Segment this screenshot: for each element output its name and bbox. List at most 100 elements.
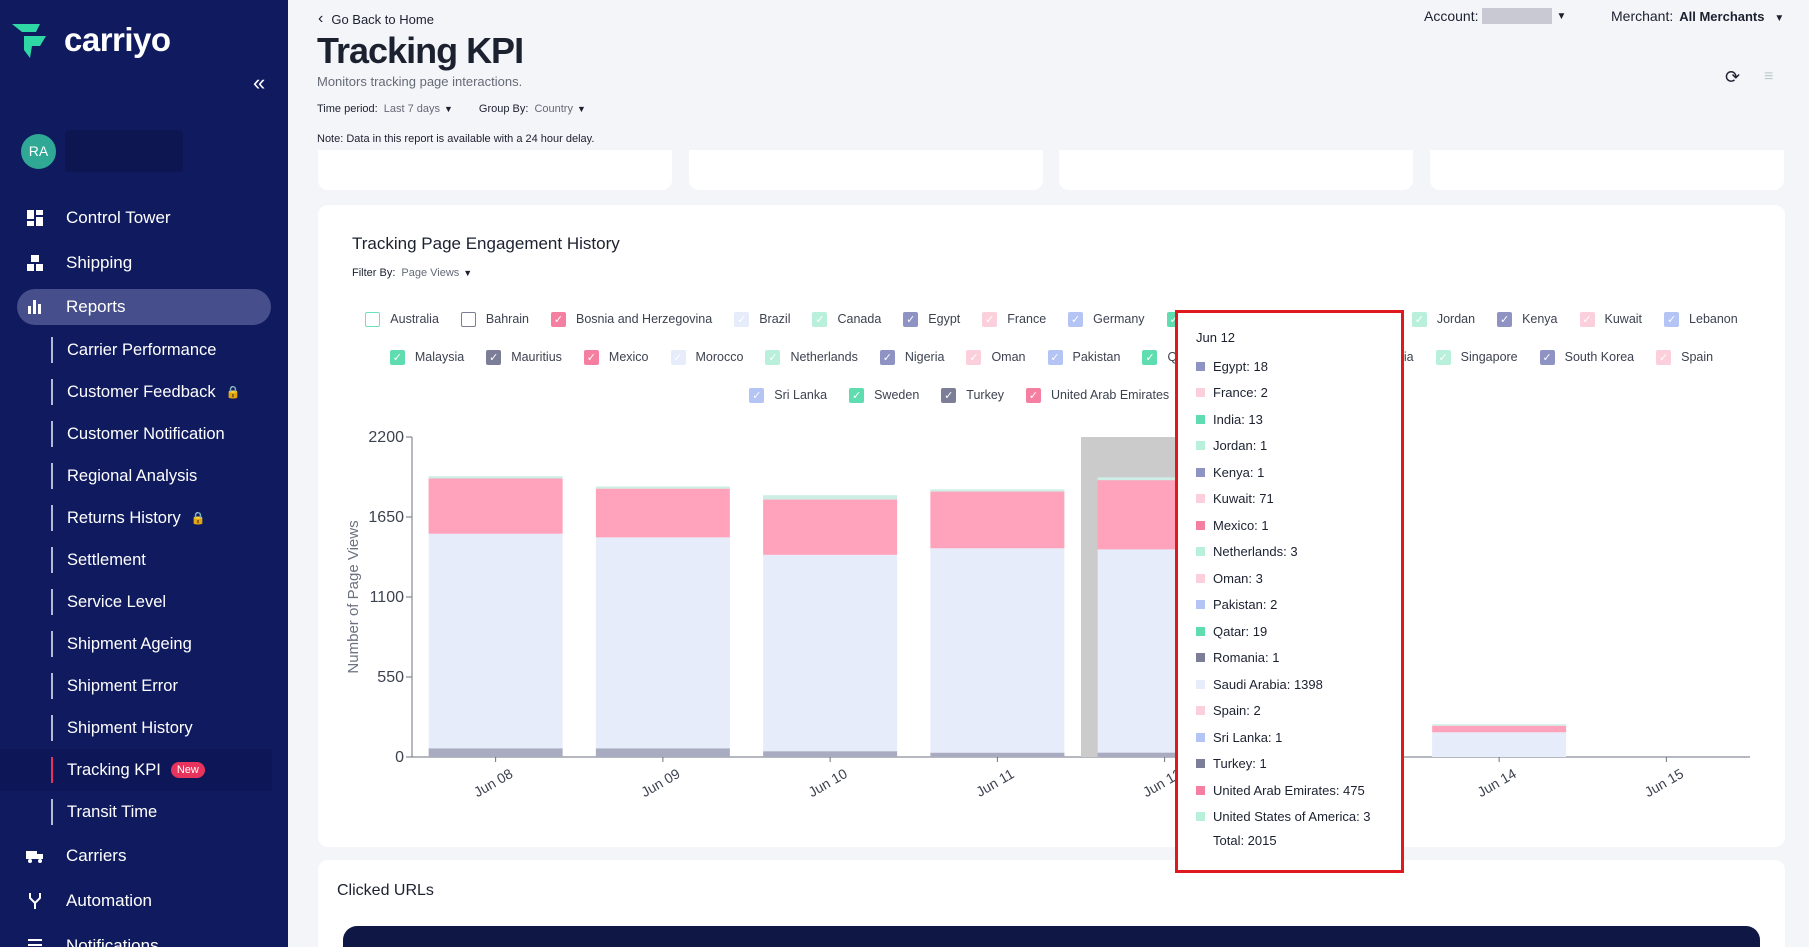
legend-item[interactable]: ✓ Sweden: [849, 387, 919, 403]
legend-item[interactable]: ✓ Mexico: [583, 349, 649, 365]
legend-item[interactable]: ✓ Nigeria: [879, 349, 944, 365]
legend-item[interactable]: ✓ Brazil: [734, 311, 790, 327]
legend-item[interactable]: ✓ Morocco: [670, 349, 743, 365]
checkbox-unchecked-icon[interactable]: [365, 311, 381, 327]
checkbox-checked-icon[interactable]: ✓: [1435, 349, 1451, 365]
legend-item[interactable]: ✓ South Korea: [1539, 349, 1634, 365]
tooltip-item: Kenya: 1: [1196, 459, 1371, 486]
checkbox-checked-icon[interactable]: ✓: [583, 349, 599, 365]
checkbox-checked-icon[interactable]: ✓: [1068, 311, 1084, 327]
legend-item[interactable]: ✓ Germany: [1068, 311, 1145, 327]
account-selector[interactable]: Account: ▼: [1424, 8, 1566, 24]
tooltip-item: United States of America: 3: [1196, 804, 1371, 831]
truck-icon: [26, 847, 44, 865]
sidebar-nav: Control Tower Shipping Reports Carrier P…: [0, 195, 288, 947]
x-tick-label: Jun 10: [805, 765, 850, 800]
sidebar-sub-service-level[interactable]: Service Level: [0, 581, 288, 623]
filter-by-dropdown[interactable]: Filter By: Page Views ▼: [352, 267, 472, 279]
sidebar-item-shipping[interactable]: Shipping: [0, 240, 288, 285]
checkbox-checked-icon[interactable]: ✓: [486, 349, 502, 365]
legend-item[interactable]: ✓ Spain: [1656, 349, 1713, 365]
legend-row: ✓ Sri Lanka ✓ Sweden ✓ Turkey ✓ United Arab Emi…: [318, 376, 1785, 414]
sidebar-sub-transit-time[interactable]: Transit Time: [0, 791, 288, 833]
collapse-sidebar-icon[interactable]: «: [253, 70, 266, 95]
legend-item[interactable]: ✓ Egypt: [903, 311, 960, 327]
legend-label: Malaysia: [414, 350, 465, 364]
legend-item[interactable]: Bahrain: [460, 311, 529, 327]
user-profile[interactable]: RA: [21, 130, 183, 172]
tooltip-item: United Arab Emirates: 475: [1196, 777, 1371, 804]
tooltip-item: Romania: 1: [1196, 645, 1371, 672]
checkbox-checked-icon[interactable]: ✓: [1579, 311, 1595, 327]
sidebar-sub-shipment-ageing[interactable]: Shipment Ageing: [0, 623, 288, 665]
stacked-bar-chart: Number of Page Views 0 550 1100 1650 2200 Jun …: [345, 429, 1750, 800]
legend-item[interactable]: ✓ Sri Lanka: [749, 387, 827, 403]
legend-item[interactable]: ✓ Kuwait: [1579, 311, 1642, 327]
tooltip-item: Jordan: 1: [1196, 433, 1371, 460]
checkbox-checked-icon[interactable]: ✓: [812, 311, 828, 327]
sidebar-sub-carrier-performance[interactable]: Carrier Performance: [0, 329, 288, 371]
legend-item[interactable]: ✓ Bosnia and Herzegovina: [551, 311, 712, 327]
checkbox-checked-icon[interactable]: ✓: [1411, 311, 1427, 327]
legend-label: Germany: [1093, 312, 1145, 326]
legend-item[interactable]: ✓ Pakistan: [1047, 349, 1120, 365]
sidebar-sub-customer-notification[interactable]: Customer Notification: [0, 413, 288, 455]
checkbox-checked-icon[interactable]: ✓: [670, 349, 686, 365]
report-filters: Time period: Last 7 days ▼ Group By: Countr…: [317, 103, 586, 115]
legend-item[interactable]: ✓ Malaysia: [389, 349, 465, 365]
sidebar-item-control-tower[interactable]: Control Tower: [0, 195, 288, 240]
checkbox-checked-icon[interactable]: ✓: [879, 349, 895, 365]
sidebar-sub-settlement[interactable]: Settlement: [0, 539, 288, 581]
checkbox-checked-icon[interactable]: ✓: [1539, 349, 1555, 365]
sidebar-sub-tracking-kpi[interactable]: Tracking KPI New: [0, 749, 272, 791]
time-period-filter[interactable]: Time period: Last 7 days ▼: [317, 103, 453, 115]
sidebar-sub-returns-history[interactable]: Returns History 🔒: [0, 497, 288, 539]
legend-item[interactable]: Australia: [365, 311, 439, 327]
checkbox-checked-icon[interactable]: ✓: [1026, 387, 1042, 403]
legend-item[interactable]: ✓ Jordan: [1411, 311, 1475, 327]
bar-segment: [428, 748, 563, 757]
checkbox-checked-icon[interactable]: ✓: [1047, 349, 1063, 365]
refresh-icon[interactable]: ⟳: [1725, 67, 1741, 87]
checkbox-checked-icon[interactable]: ✓: [1142, 349, 1158, 365]
carriyo-logo[interactable]: carriyo: [10, 20, 171, 60]
legend-item[interactable]: ✓ Kenya: [1497, 311, 1558, 327]
checkbox-checked-icon[interactable]: ✓: [982, 311, 998, 327]
legend-item[interactable]: ✓ Netherlands: [765, 349, 858, 365]
legend-item[interactable]: ✓ Singapore: [1435, 349, 1518, 365]
sidebar-item-reports[interactable]: Reports: [17, 289, 271, 325]
legend-item[interactable]: ✓ Oman: [966, 349, 1026, 365]
group-by-filter[interactable]: Group By: Country ▼: [479, 103, 586, 115]
checkbox-checked-icon[interactable]: ✓: [903, 311, 919, 327]
sidebar-item-automation[interactable]: Automation: [0, 878, 288, 923]
checkbox-checked-icon[interactable]: ✓: [389, 349, 405, 365]
sidebar-sub-regional-analysis[interactable]: Regional Analysis: [0, 455, 288, 497]
legend-item[interactable]: ✓ United Arab Emirates: [1026, 387, 1169, 403]
checkbox-checked-icon[interactable]: ✓: [941, 387, 957, 403]
bar-segment: [763, 495, 898, 500]
checkbox-checked-icon[interactable]: ✓: [966, 349, 982, 365]
checkbox-checked-icon[interactable]: ✓: [749, 387, 765, 403]
legend-item[interactable]: ✓ Mauritius: [486, 349, 562, 365]
legend-item[interactable]: ✓ Canada: [812, 311, 881, 327]
checkbox-checked-icon[interactable]: ✓: [849, 387, 865, 403]
sidebar-item-carriers[interactable]: Carriers: [0, 833, 288, 878]
checkbox-checked-icon[interactable]: ✓: [1497, 311, 1513, 327]
list-menu-icon[interactable]: ≡: [1764, 68, 1774, 85]
sidebar-sub-customer-feedback[interactable]: Customer Feedback 🔒: [0, 371, 288, 413]
checkbox-checked-icon[interactable]: ✓: [734, 311, 750, 327]
legend-item[interactable]: ✓ France: [982, 311, 1046, 327]
checkbox-checked-icon[interactable]: ✓: [1656, 349, 1672, 365]
go-back-link[interactable]: ‹ Go Back to Home: [318, 10, 434, 28]
sidebar-sub-shipment-history[interactable]: Shipment History: [0, 707, 288, 749]
checkbox-checked-icon[interactable]: ✓: [765, 349, 781, 365]
checkbox-unchecked-icon[interactable]: [460, 311, 476, 327]
sidebar-sub-shipment-error[interactable]: Shipment Error: [0, 665, 288, 707]
checkbox-checked-icon[interactable]: ✓: [1664, 311, 1680, 327]
bar-segment: [1432, 725, 1567, 733]
legend-item[interactable]: ✓ Lebanon: [1664, 311, 1738, 327]
sidebar-item-notifications[interactable]: Notifications: [0, 923, 288, 947]
merchant-selector[interactable]: Merchant: All Merchants ▼: [1611, 8, 1784, 24]
legend-item[interactable]: ✓ Turkey: [941, 387, 1004, 403]
checkbox-checked-icon[interactable]: ✓: [551, 311, 567, 327]
